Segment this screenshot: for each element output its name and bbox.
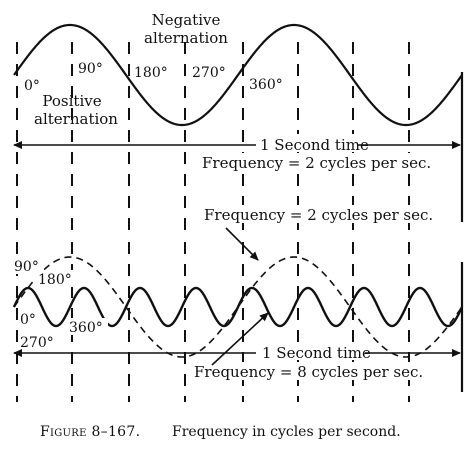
bottom-solid-frequency-label: Frequency = 8 cycles per sec.: [194, 363, 423, 381]
dashed-wave-pointer: [225, 227, 259, 261]
bottom-time-label: 1 Second time: [262, 344, 371, 362]
positive-alternation-line2: alternation: [34, 110, 118, 128]
angle-270-bg: [18, 333, 60, 350]
top-angle-90: 90°: [78, 61, 103, 77]
top-panel: Negative alternation 0° 90° 180° 270° 36…: [13, 11, 464, 230]
bottom-angle-180: 180°: [38, 272, 72, 288]
top-sine-wave-2hz: [13, 23, 463, 127]
bottom-angle-360: 360°: [69, 320, 103, 336]
top-time-label: 1 Second time: [260, 136, 369, 154]
top-frequency-label: Frequency = 2 cycles per sec.: [202, 154, 431, 172]
bottom-dashed-wave-2hz: [13, 256, 463, 358]
caption: Figure 8–167. Frequency in cycles per se…: [40, 424, 401, 440]
solid-wave-pointer: [211, 312, 269, 366]
bottom-dashed-frequency-label: Frequency = 2 cycles per sec.: [204, 206, 433, 224]
negative-alternation-line2: alternation: [144, 29, 228, 47]
top-angle-180: 180°: [134, 65, 168, 81]
bottom-angle-90: 90°: [14, 259, 39, 275]
bottom-solid-wave-8hz: [12, 286, 464, 328]
top-angle-270: 270°: [192, 65, 226, 81]
angle-180-bg: [35, 270, 75, 287]
angle-360-bg: [66, 318, 108, 335]
top-time-label-bg: [257, 134, 357, 152]
bottom-angle-0: 0°: [20, 312, 36, 328]
bottom-panel: Frequency = 2 cycles per sec. 90° 180° 0…: [12, 205, 464, 402]
caption-text: Frequency in cycles per second.: [172, 424, 401, 440]
top-frequency-bg: [198, 153, 446, 171]
bottom-time-label-bg: [258, 342, 364, 360]
caption-number: Figure 8–167.: [40, 424, 140, 440]
negative-alternation-line1: Negative: [152, 11, 221, 29]
angle-90-bg: [12, 257, 44, 274]
bottom-dashed-frequency-bg: [200, 205, 448, 223]
bottom-solid-frequency-bg: [190, 362, 438, 380]
bottom-angle-270: 270°: [20, 335, 54, 351]
positive-alternation-line1: Positive: [42, 92, 101, 110]
top-angle-360: 360°: [249, 77, 283, 93]
top-angle-0: 0°: [24, 78, 40, 94]
